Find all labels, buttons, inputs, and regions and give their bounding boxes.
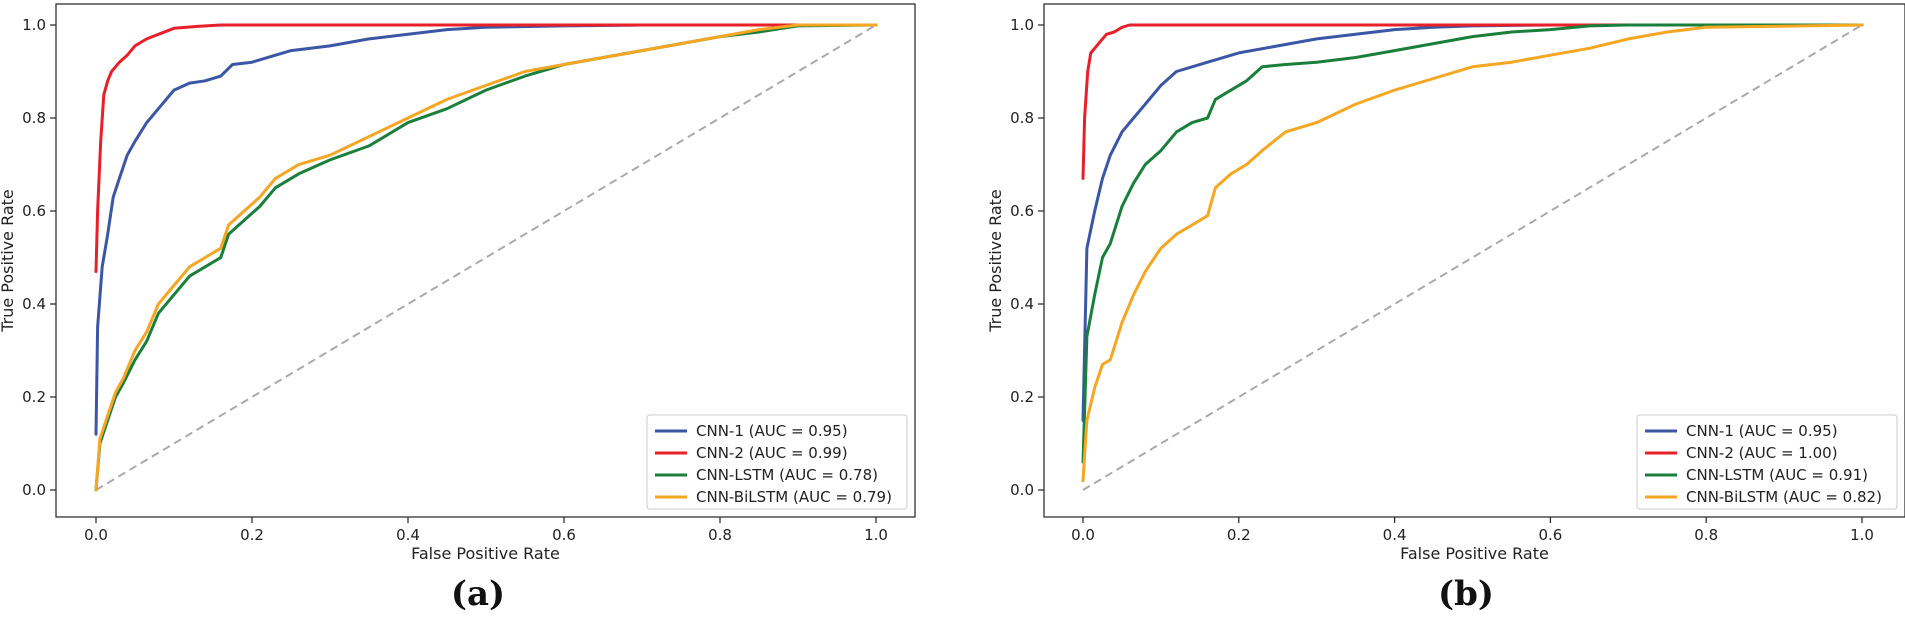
legend: CNN-1 (AUC = 0.95) CNN-2 (AUC = 0.99) CNN-… [646, 414, 908, 510]
x-tick-label: 0.6 [1538, 526, 1562, 544]
x-tick-label: 0.4 [1383, 526, 1407, 544]
panel-caption: (a) [451, 574, 505, 614]
y-axis-label: True Positive Rate [986, 189, 1005, 333]
x-tick-label: 0.2 [240, 526, 264, 544]
legend-entry-label: CNN-2 (AUC = 0.99) [696, 444, 848, 462]
chart-panel-1: 0.0 0.2 0.4 0.6 0.8 1.0 0.0 0.2 0.4 0.6 0.8 1.0 Fals… [0, 3, 916, 614]
y-tick-label: 0.0 [22, 481, 46, 499]
y-tick-label: 0.4 [1010, 295, 1034, 313]
legend-box [646, 414, 908, 510]
x-tick-label: 0.2 [1227, 526, 1251, 544]
legend-entry-label: CNN-LSTM (AUC = 0.91) [1686, 466, 1868, 484]
roc-series-line-1 [1081, 23, 1864, 422]
y-tick-label: 0.4 [22, 295, 46, 313]
legend-box [1636, 414, 1898, 510]
y-tick-label: 0.8 [1010, 109, 1034, 127]
panel-caption: (b) [1438, 574, 1494, 614]
x-axis-label: False Positive Rate [411, 544, 560, 563]
plot-frame [55, 3, 916, 518]
x-tick-label: 0.0 [84, 526, 108, 544]
y-tick-label: 0.8 [22, 109, 46, 127]
x-tick-label: 0.8 [708, 526, 732, 544]
chart-panel-2: 0.0 0.2 0.4 0.6 0.8 1.0 0.0 0.2 0.4 0.6 0.8 1.0 Fals… [986, 3, 1905, 614]
x-axis-label: False Positive Rate [1400, 544, 1549, 563]
x-tick-label: 0.6 [552, 526, 576, 544]
y-tick-label: 1.0 [22, 16, 46, 34]
chance-diagonal-line [1082, 24, 1863, 491]
roc-series-line-2 [94, 23, 878, 273]
y-tick-label: 0.6 [22, 202, 46, 220]
legend-entry-label: CNN-LSTM (AUC = 0.78) [696, 466, 878, 484]
y-tick-label: 0.2 [1010, 388, 1034, 406]
y-axis-label: True Positive Rate [0, 189, 17, 333]
roc-series-line-4 [94, 23, 878, 492]
x-tick-label: 0.4 [396, 526, 420, 544]
roc-series-line-4 [1081, 23, 1864, 483]
y-tick-label: 0.6 [1010, 202, 1034, 220]
x-tick-label: 0.8 [1694, 526, 1718, 544]
y-tick-label: 0.0 [1010, 481, 1034, 499]
y-tick-label: 1.0 [1010, 16, 1034, 34]
roc-series-line-2 [1081, 23, 1864, 180]
legend-entry-label: CNN-1 (AUC = 0.95) [696, 422, 848, 440]
x-tick-label: 0.0 [1071, 526, 1095, 544]
roc-series-line-3 [1081, 23, 1864, 464]
chance-diagonal-line [95, 24, 877, 491]
legend-entry-label: CNN-1 (AUC = 0.95) [1686, 422, 1838, 440]
legend-entry-label: CNN-BiLSTM (AUC = 0.82) [1686, 488, 1882, 506]
y-tick-label: 0.2 [22, 388, 46, 406]
x-tick-label: 1.0 [1850, 526, 1874, 544]
legend-entry-label: CNN-BiLSTM (AUC = 0.79) [696, 488, 892, 506]
legend-entry-label: CNN-2 (AUC = 1.00) [1686, 444, 1838, 462]
x-tick-label: 1.0 [864, 526, 888, 544]
legend: CNN-1 (AUC = 0.95) CNN-2 (AUC = 1.00) CNN-… [1636, 414, 1898, 510]
plot-frame [1043, 3, 1905, 518]
